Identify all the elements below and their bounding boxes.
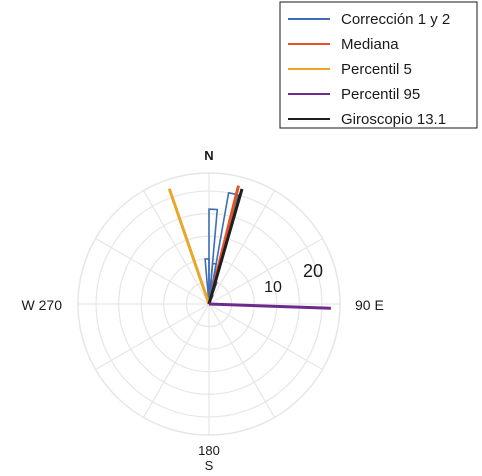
direction-lines	[167, 185, 331, 310]
legend-label-percentil-95: Percentil 95	[341, 86, 420, 103]
grid-spoke-300	[95, 237, 210, 305]
legend-label-giroscopio: Giroscopio 13.1	[341, 111, 446, 128]
legend-label-percentil-5: Percentil 5	[341, 61, 412, 78]
grid-spoke-30	[208, 190, 276, 305]
histogram-bar-0	[208, 208, 219, 305]
direction-line-giroscopio-13-1	[207, 188, 244, 305]
south-label: S	[205, 458, 214, 473]
legend-label-correccion: Corrección 1 y 2	[341, 11, 450, 28]
grid-spoke-150	[208, 303, 276, 418]
grid-spoke-240	[95, 303, 210, 371]
radial-tick-10: 10	[264, 279, 282, 296]
grid-spoke-330	[142, 190, 210, 305]
legend: Corrección 1 y 2 Mediana Percentil 5 Per…	[279, 1, 478, 129]
legend-label-mediana: Mediana	[341, 36, 399, 53]
direction-line-percentil-95	[208, 302, 331, 310]
histogram-bar-5	[204, 258, 210, 305]
east-label: 90 E	[355, 297, 384, 313]
west-label: W 270	[22, 297, 63, 313]
histogram-bar-2	[208, 191, 240, 305]
south-degree-label: 180	[198, 443, 220, 458]
legend-box	[279, 1, 478, 129]
north-label: N	[204, 148, 213, 163]
radial-tick-20: 20	[303, 261, 323, 281]
grid-spoke-60	[208, 237, 323, 305]
grid-spoke-210	[142, 303, 210, 418]
direction-line-percentil-5	[167, 188, 211, 305]
grid-spoke-120	[208, 303, 323, 371]
